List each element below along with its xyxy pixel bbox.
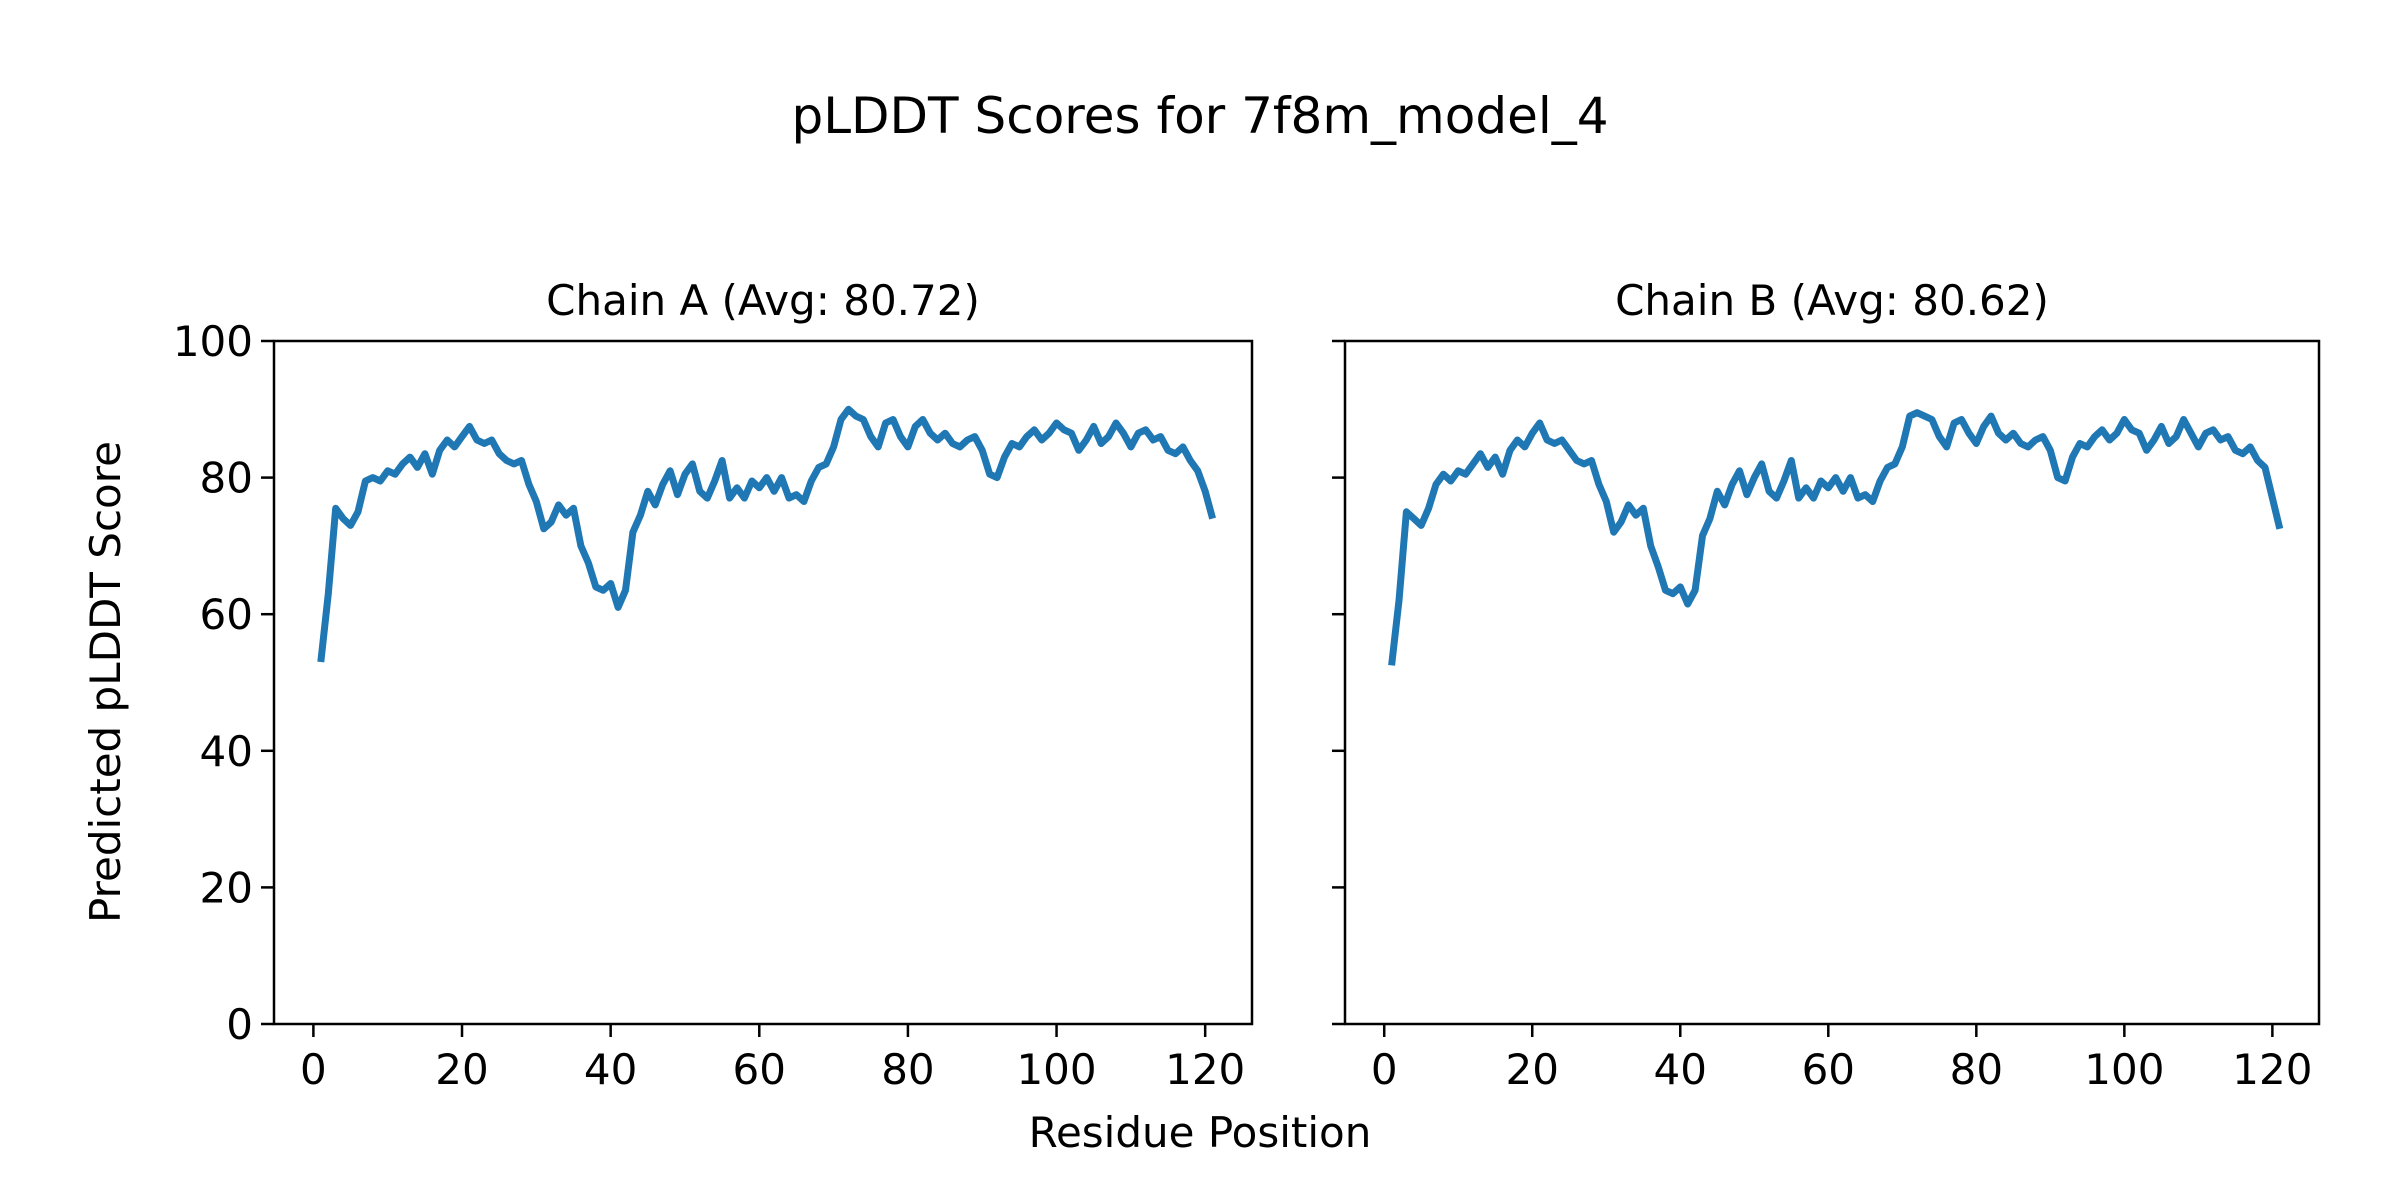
subplot-title-chain-a: Chain A (Avg: 80.72) [546, 276, 980, 325]
axes-layer: 0 20 40 60 80 100 120 0 20 40 60 80 100 0 20 40 60 80 100 1… [173, 317, 2321, 1094]
y-tick-label: 60 [200, 590, 253, 639]
x-tick-label: 40 [1654, 1045, 1707, 1094]
y-tick-label: 100 [173, 317, 253, 366]
x-tick-label: 40 [584, 1045, 637, 1094]
y-tick-label: 40 [200, 727, 253, 776]
plot-spines-chain-B [1343, 339, 2321, 1026]
x-tick-label: 0 [300, 1045, 327, 1094]
x-tick-label: 100 [1016, 1045, 1096, 1094]
plddt-line-chain-B [1388, 409, 2284, 666]
x-tick-label: 100 [2084, 1045, 2164, 1094]
y-axis-label: Predicted pLDDT Score [81, 441, 130, 923]
x-tick-label: 20 [435, 1045, 488, 1094]
y-tick-label: 20 [200, 863, 253, 912]
x-axis-label: Residue Position [1029, 1108, 1372, 1157]
y-tick-label: 0 [226, 1000, 253, 1049]
x-tick-label: 60 [1802, 1045, 1855, 1094]
x-tick-label: 120 [2232, 1045, 2312, 1094]
y-tick-label: 80 [200, 454, 253, 503]
x-tick-label: 60 [733, 1045, 786, 1094]
x-tick-label: 20 [1506, 1045, 1559, 1094]
plot-spines-chain-A [272, 339, 1254, 1026]
plddt-line-chain-A [317, 405, 1216, 663]
figure-title: pLDDT Scores for 7f8m_model_4 [791, 87, 1608, 145]
subplot-title-chain-b: Chain B (Avg: 80.62) [1615, 276, 2049, 325]
x-tick-label: 0 [1371, 1045, 1398, 1094]
x-tick-label: 120 [1165, 1045, 1245, 1094]
x-tick-label: 80 [1950, 1045, 2003, 1094]
x-tick-label: 80 [881, 1045, 934, 1094]
